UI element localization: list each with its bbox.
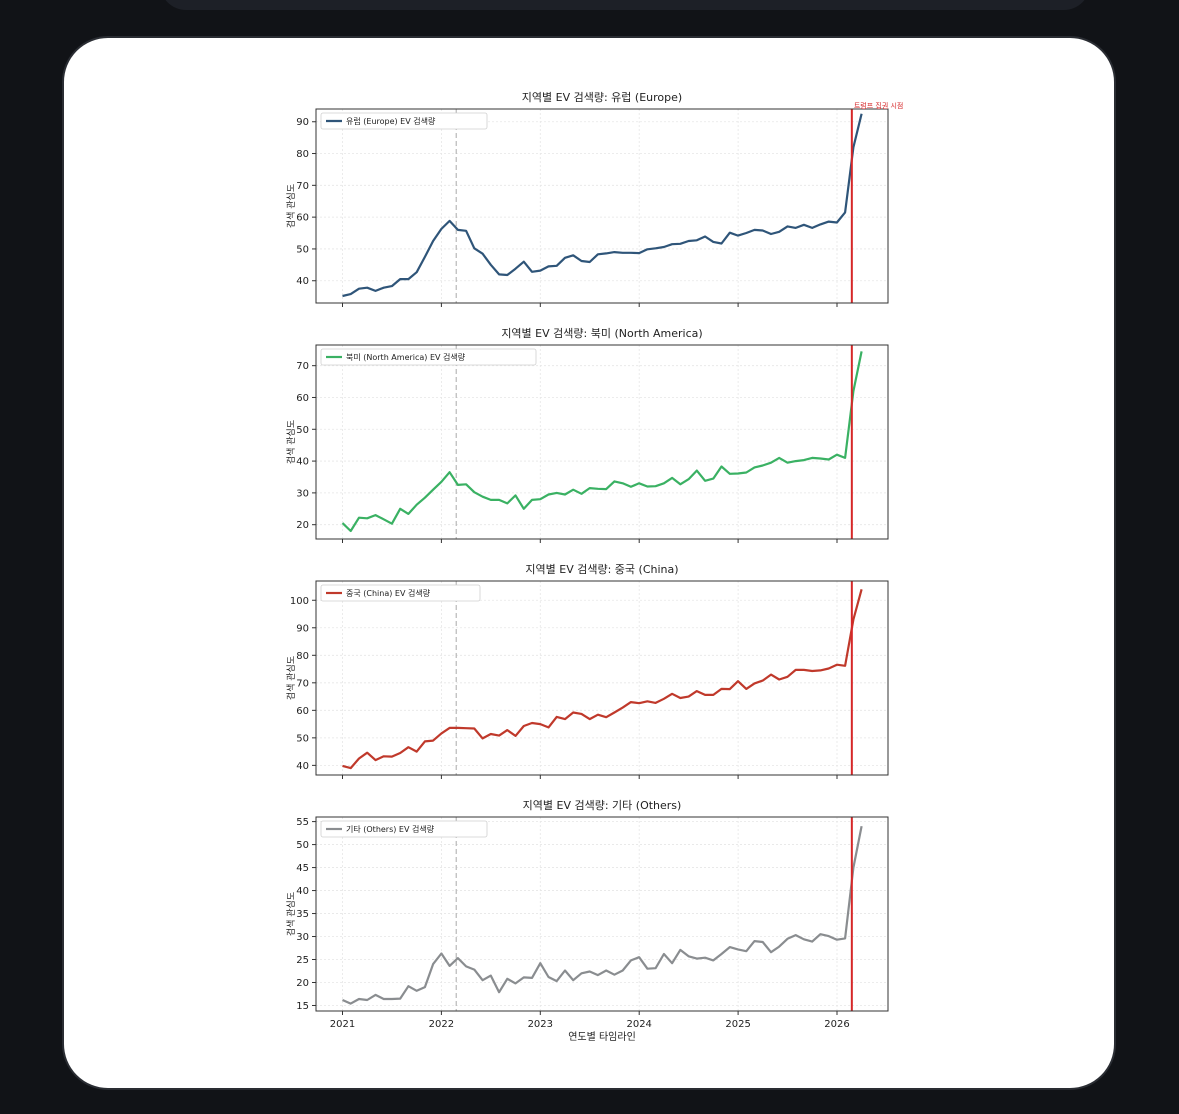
series-line: [342, 113, 863, 298]
y-tick-label: 80: [296, 651, 309, 662]
y-axis-label: 검색 관심도: [285, 656, 297, 700]
x-tick-label: 2022: [429, 1019, 454, 1030]
y-tick-label: 30: [296, 488, 309, 499]
y-tick-label: 70: [296, 361, 309, 372]
legend-box: [320, 348, 537, 366]
multi-panel-line-chart: 40 50 60 70 80 90 지역별 EV 검색량: 유럽 (Europe) 검색 관심…: [285, 90, 904, 1043]
window-top-strip: [160, 0, 1090, 10]
y-tick-label: 50: [296, 840, 309, 851]
series-line: [341, 351, 863, 533]
legend-label: 북미 (North America) EV 검색량: [346, 352, 466, 362]
x-axis-label: 연도별 타임라인: [568, 1030, 636, 1043]
axes-frame: [315, 108, 889, 304]
y-tick-label: 20: [296, 978, 309, 989]
chart-card: 40 50 60 70 80 90 지역별 EV 검색량: 유럽 (Europe) 검색 관심…: [62, 36, 1116, 1090]
y-tick-label: 15: [296, 1001, 309, 1012]
panel-title: 지역별 EV 검색량: 기타 (Others): [523, 799, 682, 812]
y-tick-label: 50: [296, 244, 309, 255]
x-tick-label: 2026: [824, 1019, 849, 1030]
y-tick-label: 40: [296, 457, 309, 468]
legend-box: [320, 584, 481, 602]
y-tick-label: 70: [296, 678, 309, 689]
y-tick-label: 50: [296, 733, 309, 744]
x-tick-label: 2025: [725, 1019, 750, 1030]
event-marker-label: 트럼프 집권 시점: [854, 101, 904, 110]
y-tick-label: 80: [296, 149, 309, 160]
y-tick-label: 40: [296, 761, 309, 772]
y-tick-label: 70: [296, 181, 309, 192]
y-tick-label: 40: [296, 276, 309, 287]
y-axis-label: 검색 관심도: [285, 420, 297, 464]
y-tick-label: 60: [296, 213, 309, 224]
y-axis-label: 검색 관심도: [285, 184, 297, 228]
legend-box: [320, 112, 488, 130]
panel-title: 지역별 EV 검색량: 유럽 (Europe): [522, 90, 682, 104]
y-tick-label: 50: [296, 425, 309, 436]
y-tick-label: 60: [296, 706, 309, 717]
y-tick-label: 25: [296, 955, 309, 966]
y-tick-label: 30: [296, 932, 309, 943]
y-tick-label: 100: [290, 596, 309, 607]
axes-frame: [315, 580, 889, 776]
legend-label: 중국 (China) EV 검색량: [346, 588, 431, 598]
y-tick-label: 40: [296, 886, 309, 897]
x-tick-label: 2024: [626, 1019, 651, 1030]
legend-box: [320, 820, 488, 838]
y-tick-label: 55: [296, 817, 309, 828]
y-tick-label: 90: [296, 623, 309, 634]
y-tick-label: 90: [296, 117, 309, 128]
series-line: [342, 589, 863, 770]
axes-frame: [315, 816, 889, 1012]
legend-label: 기타 (Others) EV 검색량: [346, 824, 435, 834]
panel-title: 지역별 EV 검색량: 중국 (China): [525, 563, 678, 576]
x-tick-label: 2023: [528, 1019, 553, 1030]
y-tick-label: 60: [296, 393, 309, 404]
legend-label: 유럽 (Europe) EV 검색량: [346, 116, 436, 126]
panel-title: 지역별 EV 검색량: 북미 (North America): [501, 327, 702, 340]
y-axis-label: 검색 관심도: [285, 892, 297, 936]
axes-frame: [315, 344, 889, 540]
series-line: [342, 825, 863, 1005]
x-tick-label: 2021: [330, 1019, 355, 1030]
y-tick-label: 35: [296, 909, 309, 920]
y-tick-label: 20: [296, 520, 309, 531]
y-tick-label: 45: [296, 863, 309, 874]
